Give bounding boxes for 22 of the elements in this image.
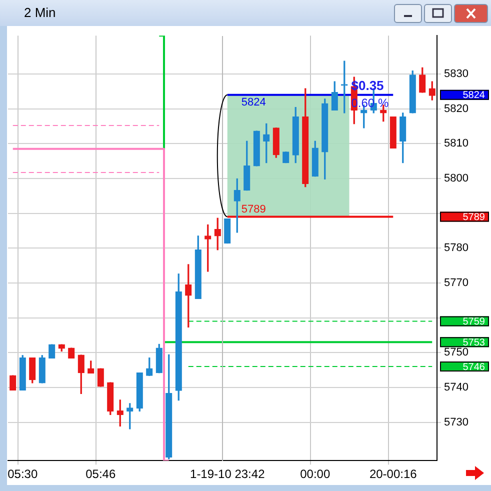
y-tick-label: 5770 [444,276,468,289]
y-tick-label: 5780 [444,242,468,254]
y-tick-label: 5810 [444,138,468,150]
y-tick-label: 5800 [444,172,468,184]
x-tick-label: 1-19-10 23:42 [190,467,266,482]
chart-title: 2 Min [24,5,56,20]
x-tick-label: 00:00 [300,467,330,482]
y-tick-label: 5750 [444,346,468,359]
text: 5824 [462,90,486,102]
series-label: 5824 [241,96,266,108]
x-tick-label: 05:46 [86,467,116,482]
text: 5753 [462,337,486,348]
text: 5789 [462,212,486,223]
text: 5746 [462,362,486,373]
y-tick-label: 5730 [444,416,468,428]
y-tick-label: 5740 [444,381,468,394]
y-tick-label: 5820 [444,102,468,115]
series-label: 5789 [241,203,266,216]
x-tick-label: 20-00:16 [369,467,418,482]
y-tick-label: 5830 [444,68,468,80]
text: 5759 [462,316,486,328]
x-tick-label: 05:30 [8,467,38,482]
